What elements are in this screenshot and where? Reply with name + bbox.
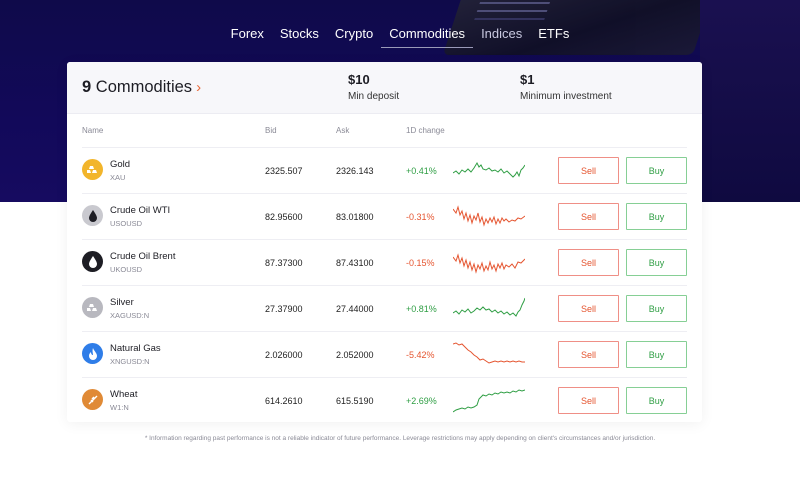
table-row: Gold XAU 2325.507 2326.143 +0.41% Sell B… — [67, 147, 702, 193]
sparkline-chart — [453, 161, 525, 178]
table-row: Silver XAGUSD:N 27.37900 27.44000 +0.81%… — [67, 285, 702, 331]
ask-price: 27.44000 — [336, 304, 374, 314]
commodities-count: 9 — [82, 78, 92, 96]
hero-side-panel — [700, 0, 800, 202]
buy-button[interactable]: Buy — [626, 203, 687, 230]
buy-button[interactable]: Buy — [626, 341, 687, 368]
min-investment-stat: $1 Minimum investment — [520, 72, 612, 102]
market-tabs: Forex Stocks Crypto Commodities Indices … — [0, 24, 800, 48]
min-deposit-label: Min deposit — [348, 91, 400, 102]
card-header: 9 Commodities › $10 Min deposit $1 Minimu… — [67, 62, 702, 114]
sparkline-chart — [453, 205, 525, 227]
instrument-name: Crude Oil Brent — [110, 251, 176, 262]
column-header-name: Name — [82, 126, 104, 135]
change-percent: -0.31% — [406, 212, 435, 222]
change-percent: +0.81% — [406, 304, 437, 314]
bid-price: 2325.507 — [265, 166, 303, 176]
min-investment-label: Minimum investment — [520, 91, 612, 102]
commodities-title: Commodities — [95, 78, 193, 96]
row-divider — [82, 331, 687, 332]
sparkline-chart — [453, 297, 525, 317]
instrument-name: Gold — [110, 159, 131, 170]
column-header-bid: Bid — [265, 126, 277, 135]
table-row: Wheat W1:N 614.2610 615.5190 +2.69% Sell… — [67, 377, 702, 423]
row-divider — [82, 239, 687, 240]
bid-price: 82.95600 — [265, 212, 303, 222]
bid-price: 87.37300 — [265, 258, 303, 268]
change-percent: -0.15% — [406, 258, 435, 268]
instrument-symbol: XNGUSD:N — [110, 357, 150, 366]
change-percent: -5.42% — [406, 350, 435, 360]
sell-button[interactable]: Sell — [558, 341, 619, 368]
column-header-ask: Ask — [336, 126, 350, 135]
tab-crypto[interactable]: Crypto — [334, 26, 374, 41]
bid-price: 614.2610 — [265, 396, 303, 406]
instrument-name: Wheat — [110, 389, 138, 400]
ask-price: 83.01800 — [336, 212, 374, 222]
chevron-right-icon: › — [196, 79, 202, 96]
row-divider — [82, 285, 687, 286]
tab-etfs[interactable]: ETFs — [538, 26, 570, 41]
sell-button[interactable]: Sell — [558, 249, 619, 276]
ask-price: 87.43100 — [336, 258, 374, 268]
table-row: Crude Oil WTI USOUSD 82.95600 83.01800 -… — [67, 193, 702, 239]
buy-button[interactable]: Buy — [626, 249, 687, 276]
min-investment-value: $1 — [520, 72, 535, 87]
tab-stocks[interactable]: Stocks — [279, 26, 319, 41]
flame-icon — [82, 343, 103, 364]
oil-drop-icon — [82, 205, 103, 226]
buy-button[interactable]: Buy — [626, 157, 687, 184]
buy-button[interactable]: Buy — [626, 295, 687, 322]
gold-bars-icon — [82, 159, 103, 180]
sparkline-chart — [453, 253, 525, 274]
instrument-symbol: USOUSD — [110, 219, 143, 228]
row-divider — [82, 147, 687, 148]
instrument-name: Crude Oil WTI — [110, 205, 171, 216]
sell-button[interactable]: Sell — [558, 387, 619, 414]
table-row: Crude Oil Brent UKOUSD 87.37300 87.43100… — [67, 239, 702, 285]
table-row: Natural Gas XNGUSD:N 2.026000 2.052000 -… — [67, 331, 702, 377]
row-divider — [82, 377, 687, 378]
tab-commodities[interactable]: Commodities — [381, 24, 474, 48]
sell-button[interactable]: Sell — [558, 295, 619, 322]
min-deposit-stat: $10 Min deposit — [348, 72, 399, 102]
commodities-link[interactable]: 9 Commodities › — [82, 78, 201, 97]
instrument-symbol: W1:N — [110, 403, 129, 412]
min-deposit-value: $10 — [348, 72, 370, 87]
disclaimer-text: * Information regarding past performance… — [144, 435, 656, 442]
tab-indices[interactable]: Indices — [481, 26, 523, 41]
instrument-symbol: XAU — [110, 173, 126, 182]
silver-bars-icon — [82, 297, 103, 318]
ask-price: 2.052000 — [336, 350, 374, 360]
tab-forex[interactable]: Forex — [230, 26, 264, 41]
change-percent: +2.69% — [406, 396, 437, 406]
change-percent: +0.41% — [406, 166, 437, 176]
wheat-icon — [82, 389, 103, 410]
bid-price: 27.37900 — [265, 304, 303, 314]
instruments-card: 9 Commodities › $10 Min deposit $1 Minimu… — [67, 62, 702, 422]
instrument-symbol: XAGUSD:N — [110, 311, 150, 320]
row-divider — [82, 193, 687, 194]
oil-drop-icon — [82, 251, 103, 272]
instrument-name: Silver — [110, 297, 134, 308]
ask-price: 2326.143 — [336, 166, 374, 176]
sparkline-chart — [453, 389, 525, 413]
instrument-symbol: UKOUSD — [110, 265, 143, 274]
sell-button[interactable]: Sell — [558, 203, 619, 230]
bid-price: 2.026000 — [265, 350, 303, 360]
sell-button[interactable]: Sell — [558, 157, 619, 184]
buy-button[interactable]: Buy — [626, 387, 687, 414]
sparkline-chart — [453, 342, 525, 364]
column-header-change: 1D change — [406, 126, 445, 135]
instrument-name: Natural Gas — [110, 343, 161, 354]
ask-price: 615.5190 — [336, 396, 374, 406]
